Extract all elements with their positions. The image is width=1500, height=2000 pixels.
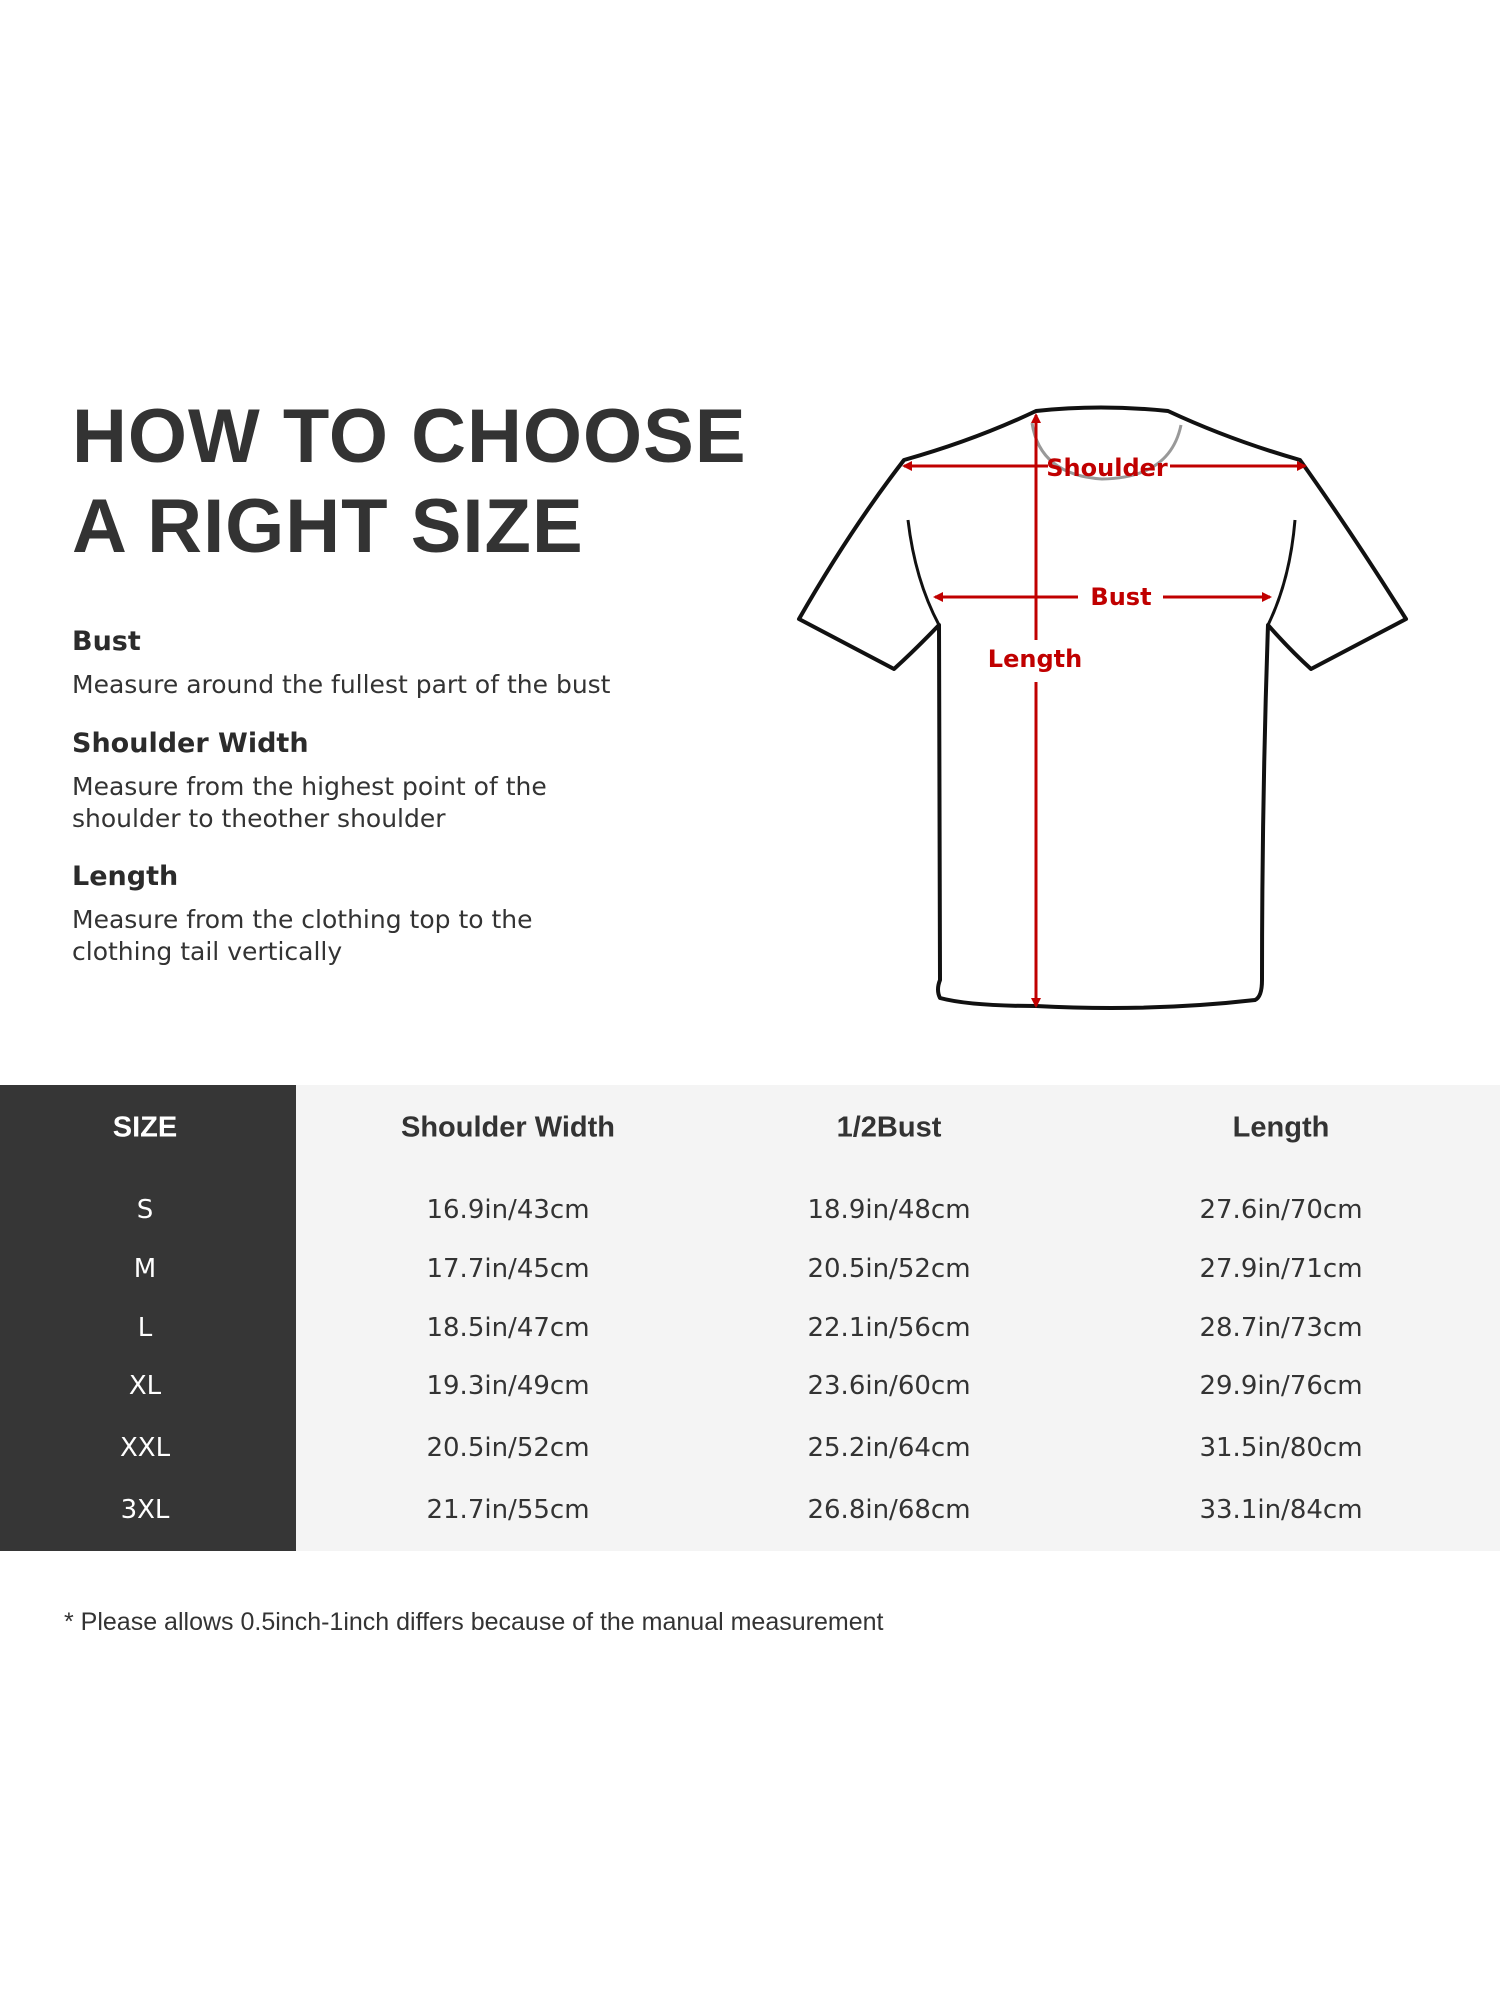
table-cell: 26.8in/68cm bbox=[807, 1495, 971, 1525]
size-chart-table: SIZE Shoulder Width 1/2Bust Length S 16.9in/4… bbox=[0, 1085, 1500, 1551]
footnote: * Please allows 0.5inch-1inch differs be… bbox=[64, 1608, 884, 1636]
table-cell: 33.1in/84cm bbox=[1199, 1495, 1363, 1525]
table-cell: 28.7in/73cm bbox=[1199, 1313, 1363, 1343]
bust-heading: Bust bbox=[72, 626, 141, 657]
size-label: S bbox=[136, 1195, 154, 1225]
tshirt-diagram: Shoulder Bust Length bbox=[797, 405, 1408, 1010]
shoulder-heading: Shoulder Width bbox=[72, 728, 309, 759]
table-cell: 16.9in/43cm bbox=[426, 1195, 590, 1225]
table-header-0: SIZE bbox=[112, 1111, 178, 1144]
table-cell: 22.1in/56cm bbox=[807, 1313, 971, 1343]
table-cell: 29.9in/76cm bbox=[1199, 1371, 1363, 1401]
bust-description: Measure around the fullest part of the b… bbox=[72, 670, 611, 699]
table-cell: 27.9in/71cm bbox=[1199, 1254, 1363, 1284]
table-header-3: Length bbox=[1232, 1111, 1330, 1144]
table-cell: 27.6in/70cm bbox=[1199, 1195, 1363, 1225]
table-cell: 21.7in/55cm bbox=[426, 1495, 590, 1525]
size-column bbox=[0, 1085, 296, 1551]
table-cell: 18.9in/48cm bbox=[807, 1195, 971, 1225]
tshirt-outline bbox=[797, 405, 1408, 1010]
measure-arrows bbox=[902, 413, 1307, 1008]
shoulder-description: Measure from the highest point of the sho… bbox=[72, 772, 547, 833]
table-cell: 25.2in/64cm bbox=[807, 1433, 971, 1463]
length-heading: Length bbox=[72, 861, 179, 892]
table-cell: 20.5in/52cm bbox=[807, 1254, 971, 1284]
table-cell: 31.5in/80cm bbox=[1199, 1433, 1363, 1463]
table-cell: 18.5in/47cm bbox=[426, 1313, 590, 1343]
size-label: XL bbox=[128, 1371, 162, 1401]
table-cell: 19.3in/49cm bbox=[426, 1371, 590, 1401]
size-label: 3XL bbox=[120, 1495, 170, 1525]
length-label: Length bbox=[988, 645, 1082, 673]
bust-label: Bust bbox=[1090, 583, 1151, 611]
page-title: HOW TO CHOOSE A RIGHT SIZE bbox=[72, 394, 747, 569]
size-label: L bbox=[137, 1313, 153, 1343]
table-cell: 20.5in/52cm bbox=[426, 1433, 590, 1463]
shoulder-label: Shoulder bbox=[1046, 454, 1168, 482]
size-label: M bbox=[133, 1254, 157, 1284]
table-header-1: Shoulder Width bbox=[401, 1111, 615, 1144]
table-cell: 23.6in/60cm bbox=[807, 1371, 971, 1401]
table-header-2: 1/2Bust bbox=[836, 1111, 942, 1144]
length-description: Measure from the clothing top to the clot… bbox=[72, 905, 533, 966]
table-cell: 17.7in/45cm bbox=[426, 1254, 590, 1284]
size-label: XXL bbox=[119, 1433, 171, 1463]
collar-inner bbox=[1030, 422, 1183, 481]
